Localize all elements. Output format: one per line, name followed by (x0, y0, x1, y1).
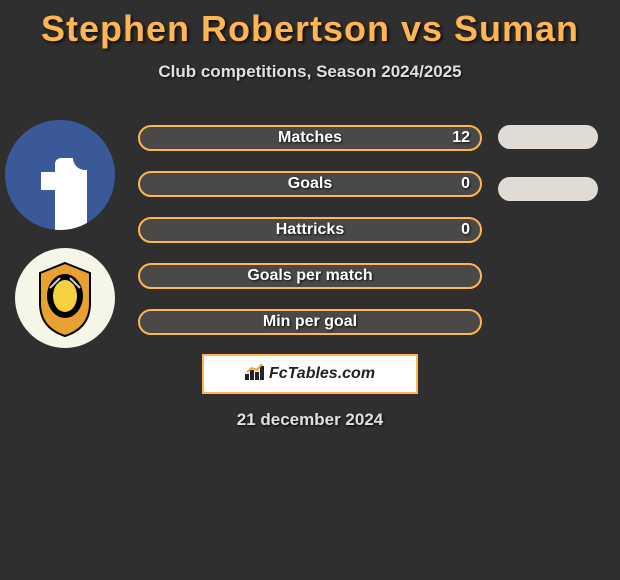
player1-avatar (5, 120, 115, 230)
right-column (498, 125, 598, 229)
pill-indicator (498, 125, 598, 149)
pill-indicator (498, 177, 598, 201)
chart-icon (245, 364, 265, 385)
stat-label: Goals per match (140, 267, 480, 285)
stat-label: Matches (140, 129, 480, 147)
stat-label: Goals (140, 175, 480, 193)
stats-container: Matches 12 Goals 0 Hattricks 0 Goals per… (138, 125, 482, 355)
stat-value: 0 (461, 175, 470, 193)
stat-value: 12 (452, 129, 470, 147)
date-label: 21 december 2024 (0, 410, 620, 430)
club-crest-icon (15, 248, 115, 348)
stat-row: Matches 12 (138, 125, 482, 151)
stat-row: Goals per match (138, 263, 482, 289)
comparison-title: Stephen Robertson vs Suman (0, 0, 620, 50)
subtitle: Club competitions, Season 2024/2025 (0, 62, 620, 82)
stat-row: Hattricks 0 (138, 217, 482, 243)
fctables-logo: FcTables.com (202, 354, 418, 394)
stat-row: Min per goal (138, 309, 482, 335)
stat-value: 0 (461, 221, 470, 239)
player2-avatar (15, 248, 115, 348)
facebook-icon (5, 120, 115, 230)
stat-label: Hattricks (140, 221, 480, 239)
logo-text: FcTables.com (269, 365, 375, 383)
stat-label: Min per goal (140, 313, 480, 331)
stat-row: Goals 0 (138, 171, 482, 197)
